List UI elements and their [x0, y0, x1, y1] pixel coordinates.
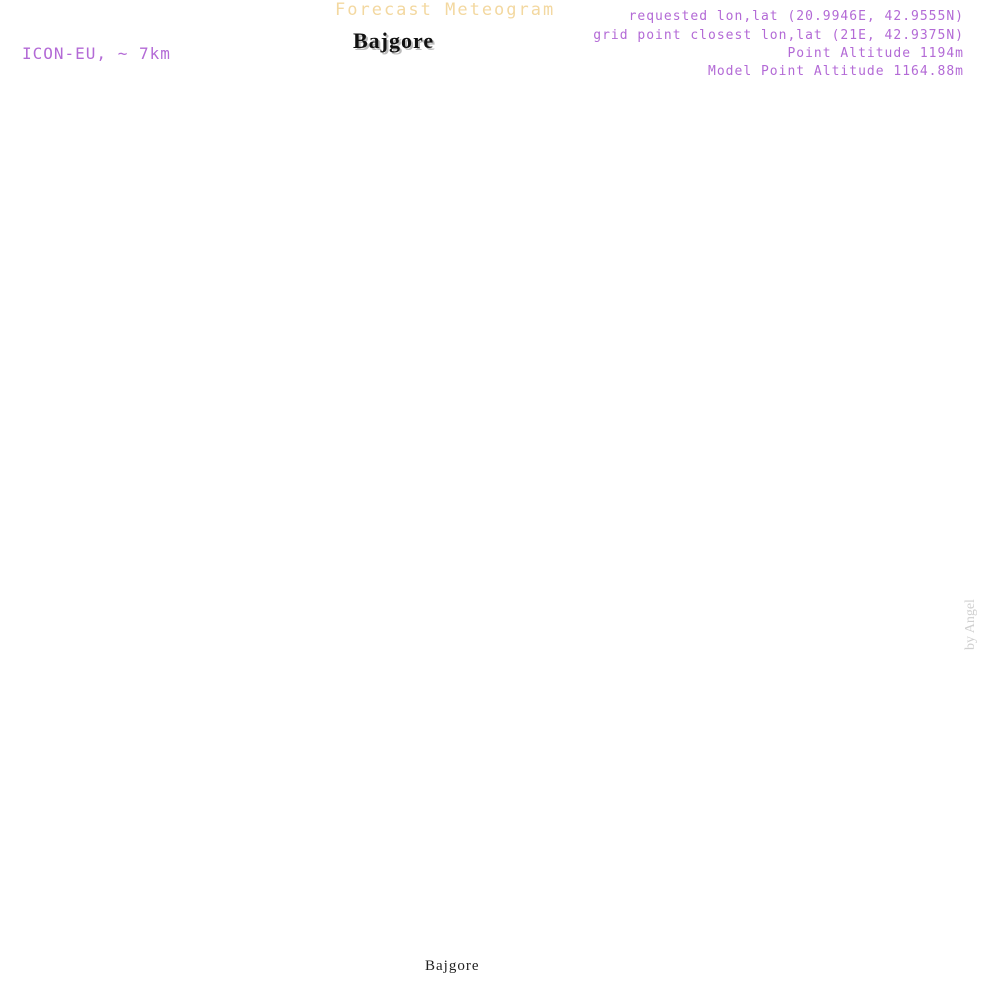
station-title: Bajgore — [353, 28, 435, 53]
grid-point-coords: grid point closest lon,lat (21E, 42.9375… — [593, 28, 964, 43]
footer-station: Bajgore — [425, 958, 480, 974]
model-point-altitude: Model Point Altitude 1164.88m — [708, 64, 964, 79]
requested-coords: requested lon,lat (20.9946E, 42.9555N) — [628, 9, 964, 24]
model-label: ICON-EU, ~ 7km — [22, 44, 171, 63]
top-title: Forecast Meteogram — [335, 0, 556, 20]
signature: by Angel — [963, 599, 978, 650]
point-altitude: Point Altitude 1194m — [787, 46, 964, 61]
